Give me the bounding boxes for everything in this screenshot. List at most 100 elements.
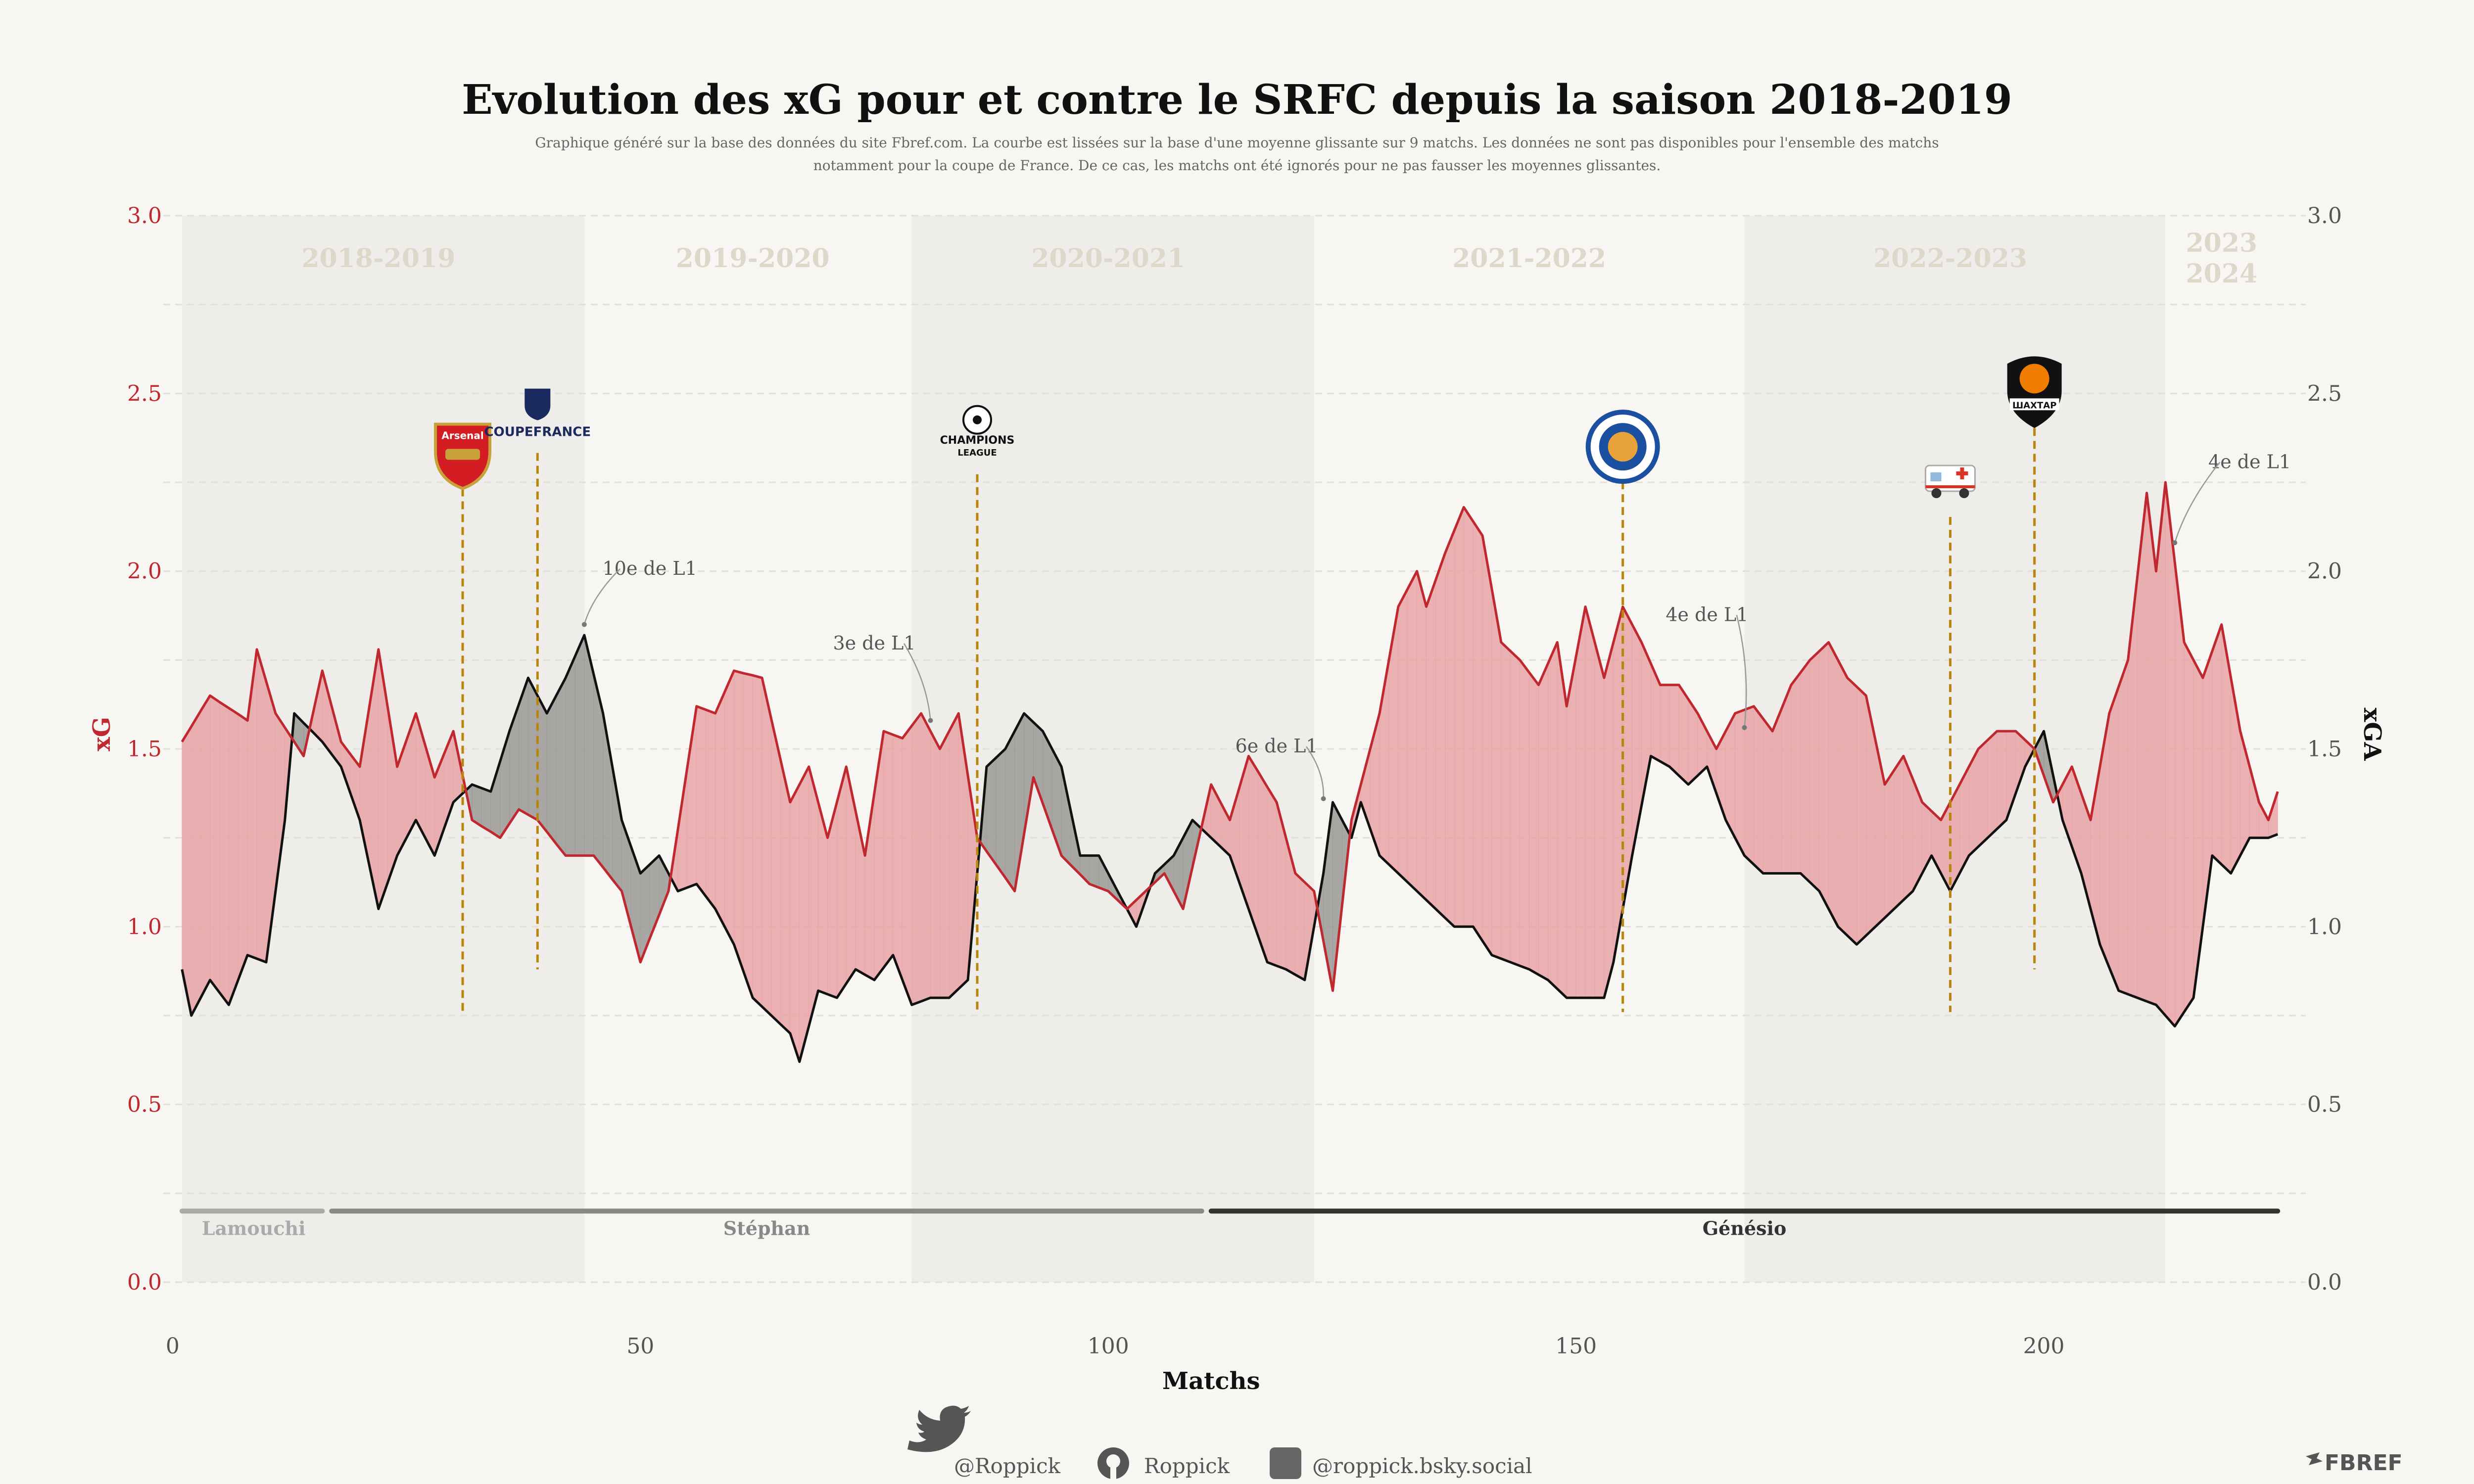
area-segment <box>219 701 229 1006</box>
area-segment <box>256 649 267 963</box>
area-segment <box>677 768 688 892</box>
annotation-arrow-0 <box>583 568 621 625</box>
annotation-arrowhead-4 <box>2172 540 2178 546</box>
shakhtar-band <box>2009 398 2059 411</box>
ambulance-wheel <box>1959 488 1969 498</box>
area-segment <box>1735 709 1745 856</box>
area-segment <box>1894 755 1904 910</box>
area-segment <box>2259 802 2269 838</box>
area-segment <box>1257 770 1268 963</box>
area-segment <box>2109 687 2119 991</box>
area-segment <box>1650 663 1661 762</box>
xg-line <box>181 481 2279 992</box>
area-segment <box>1753 705 1763 874</box>
area-segment <box>2212 624 2222 865</box>
area-segment <box>1987 730 1998 838</box>
area-segment <box>481 788 491 833</box>
twitter-bird-icon[interactable] <box>907 1405 971 1452</box>
y-tick-right-6: 3.0 <box>2307 203 2342 229</box>
area-segment <box>743 673 753 998</box>
area-segment <box>546 695 557 845</box>
area-segment <box>1248 755 1258 936</box>
ambulance-wheel <box>1931 488 1942 498</box>
y-tick-left-4: 2.0 <box>127 559 162 584</box>
ambulance-cross-v <box>1960 467 1964 479</box>
area-segment <box>771 719 781 1025</box>
ucl-star <box>973 415 982 424</box>
annotation-text-1: 3e de L1 <box>833 632 915 654</box>
leicester-fox <box>1608 432 1638 462</box>
annotation-text-0: 10e de L1 <box>603 557 697 579</box>
area-segment <box>1267 786 1277 967</box>
area-segment <box>883 731 894 969</box>
area-segment <box>612 766 622 892</box>
area-segment <box>2118 660 2129 995</box>
area-segment <box>1772 708 1782 874</box>
coach-label-2: Génésio <box>1703 1217 1787 1239</box>
area-segment <box>537 695 547 833</box>
area-segment <box>527 678 538 821</box>
ambulance-icon <box>1924 464 1976 498</box>
area-segment <box>1744 706 1754 865</box>
area-segment <box>1997 731 2007 830</box>
season-label-5-0: 2023 <box>2186 228 2257 258</box>
area-segment <box>1454 507 1464 927</box>
area-segment <box>238 713 248 980</box>
area-segment <box>2221 624 2232 874</box>
area-segment <box>1482 535 1492 956</box>
area-segment <box>1819 642 1829 909</box>
area-segment <box>1660 685 1670 767</box>
annotation-arrowhead-3 <box>1742 725 1747 730</box>
area-segment <box>1538 663 1548 980</box>
season-label-3: 2021-2022 <box>1452 243 1606 274</box>
arsenal-crest-text: Arsenal <box>441 430 483 442</box>
ambulance-window <box>1930 472 1942 481</box>
area-segment <box>1632 624 1642 856</box>
area-segment <box>1407 571 1418 892</box>
y-tick-right-4: 2.0 <box>2307 559 2342 584</box>
y-axis-label-left: xG <box>88 717 116 751</box>
area-segment <box>1473 520 1483 942</box>
annotation-text-3: 4e de L1 <box>1665 603 1748 625</box>
area-segment <box>1547 642 1558 990</box>
area-segment <box>949 713 959 999</box>
area-segment <box>1809 650 1820 892</box>
annotation-arrow-1 <box>903 643 931 721</box>
annotation-arrowhead-1 <box>928 718 933 723</box>
area-segment <box>1089 855 1099 888</box>
bluesky-handle[interactable]: @roppick.bsky.social <box>1312 1454 1532 1478</box>
area-segment <box>1800 659 1810 883</box>
area-segment <box>761 678 772 1017</box>
season-label-4: 2022-2023 <box>1873 243 2027 274</box>
area-segment <box>1005 731 1015 892</box>
chart-subtitle-line-2: notamment pour la coupe de France. De ce… <box>813 157 1661 174</box>
area-segment <box>1444 530 1455 928</box>
leicester-logo <box>1585 410 1660 484</box>
area-segment <box>191 710 201 1016</box>
bluesky-square-icon[interactable] <box>1270 1447 1301 1479</box>
y-tick-left-0: 0.0 <box>127 1270 162 1295</box>
series-lines <box>181 481 2279 1063</box>
x-tick-2: 100 <box>1088 1334 1129 1359</box>
area-segment <box>893 734 903 980</box>
area-segment <box>1435 553 1445 919</box>
area-segment <box>1678 684 1689 786</box>
area-segment <box>210 695 220 993</box>
github-handle[interactable]: Roppick <box>1144 1454 1230 1478</box>
area-segment <box>556 678 566 857</box>
area-segment <box>911 712 922 1006</box>
area-segment <box>1520 659 1530 970</box>
area-segment <box>733 670 744 972</box>
cdf-text: COUPEFRANCE <box>484 425 591 440</box>
twitter-handle[interactable]: @Roppick <box>954 1454 1061 1478</box>
area-segment <box>1725 713 1736 838</box>
area-segment <box>902 725 912 1005</box>
area-segment <box>799 766 809 1062</box>
annotation-arrowhead-0 <box>581 622 587 627</box>
area-segment <box>228 707 238 1005</box>
area-segment <box>565 656 575 856</box>
github-icon[interactable] <box>1097 1447 1129 1479</box>
annotation-text-4: 4e de L1 <box>2208 451 2291 472</box>
